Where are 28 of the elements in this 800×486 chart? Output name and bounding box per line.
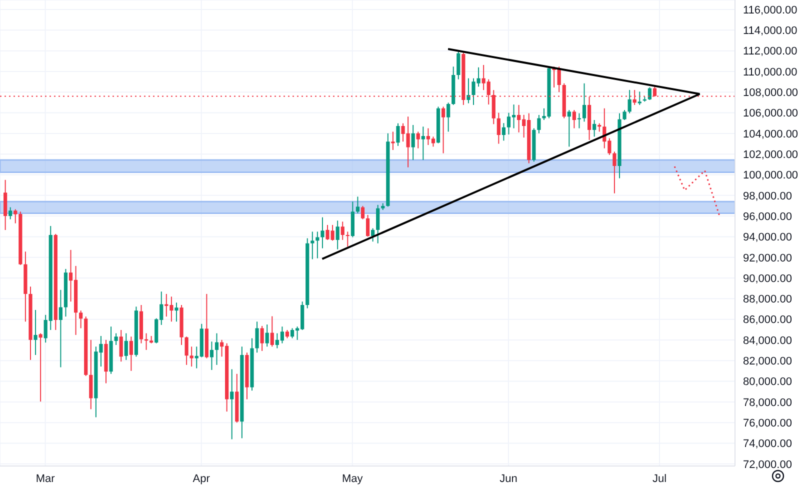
y-tick-label: 100,000.00 <box>743 170 798 182</box>
y-tick-label: 114,000.00 <box>743 25 798 38</box>
x-tick-label: Jul <box>652 472 667 485</box>
y-tick-label: 74,000.00 <box>743 438 792 450</box>
y-tick-label: 104,000.00 <box>743 128 798 140</box>
x-tick-label: Apr <box>192 472 210 485</box>
y-tick-label: 90,000.00 <box>743 272 792 285</box>
y-tick-label: 94,000.00 <box>743 232 792 244</box>
y-tick-label: 98,000.00 <box>743 190 792 202</box>
x-tick-label: May <box>342 472 364 485</box>
x-tick-label: Mar <box>36 472 56 485</box>
x-tick-label: Jun <box>500 472 518 485</box>
y-tick-label: 112,000.00 <box>743 46 798 58</box>
y-tick-label: 88,000.00 <box>743 294 792 306</box>
y-tick-label: 102,000.00 <box>743 149 798 161</box>
y-tick-label: 76,000.00 <box>743 418 792 430</box>
y-tick-label: 84,000.00 <box>743 334 792 347</box>
y-tick-label: 96,000.00 <box>743 210 792 223</box>
y-tick-label: 80,000.00 <box>743 376 792 388</box>
y-tick-label: 116,000.00 <box>743 4 798 16</box>
y-tick-label: 110,000.00 <box>743 66 798 78</box>
y-tick-label: 86,000.00 <box>743 314 792 326</box>
y-tick-label: 78,000.00 <box>743 396 792 409</box>
y-tick-label: 82,000.00 <box>743 356 792 368</box>
y-tick-label: 92,000.00 <box>743 252 792 264</box>
y-tick-label: 108,000.00 <box>743 87 798 100</box>
y-tick-label: 106,000.00 <box>743 108 798 120</box>
y-tick-label: 72,000.00 <box>743 458 792 471</box>
